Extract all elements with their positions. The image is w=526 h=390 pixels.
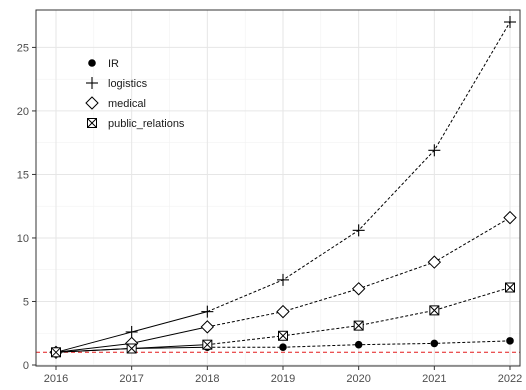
x-tick-label: 2022 [498,373,522,385]
x-tick-label: 2021 [422,373,446,385]
legend-label: IR [108,58,119,70]
data-point [277,273,289,286]
plot-border [35,9,521,367]
data-point [506,337,514,345]
legend-label: medical [108,98,146,110]
data-point [51,347,61,358]
data-point [429,305,440,316]
legend-label: public_relations [108,118,185,130]
legend-key [88,59,96,67]
data-point [201,305,214,318]
x-tick-label: 2017 [119,373,143,385]
data-point [278,330,288,341]
y-tick-label: 15 [17,169,29,181]
x-tick-label: 2020 [346,373,370,385]
y-tick-label: 20 [17,106,29,118]
y-tick-label: 25 [17,42,29,54]
y-axis: 0 5 10 15 20 25 [17,42,36,372]
data-point [126,343,137,354]
data-point [352,224,365,237]
data-point [351,282,366,296]
data-point [428,144,441,157]
legend-key [86,77,98,89]
x-tick-label: 2019 [271,373,295,385]
data-point [279,343,287,352]
data-point [353,320,364,331]
legend-key [85,96,99,110]
data-point [202,339,213,350]
data-point [427,255,442,269]
data-point [504,16,516,28]
series-markers [49,16,517,360]
legend-label: logistics [108,78,148,90]
data-point [200,320,215,334]
x-tick-label: 2016 [44,373,68,385]
legend-key [87,118,97,128]
data-point [354,340,363,349]
x-tick-label: 2018 [195,373,219,385]
y-tick-label: 10 [17,233,29,245]
data-point [430,339,439,348]
major-gridlines [36,10,520,366]
x-axis: 2016 2017 2018 2019 2020 2021 2022 [44,366,522,385]
y-tick-label: 5 [23,296,29,308]
data-point [503,210,517,225]
data-point [276,304,290,319]
legend: IR logistics medical public_relations [85,58,185,130]
y-tick-label: 0 [23,360,29,372]
data-point [505,282,515,293]
data-point [125,325,138,338]
